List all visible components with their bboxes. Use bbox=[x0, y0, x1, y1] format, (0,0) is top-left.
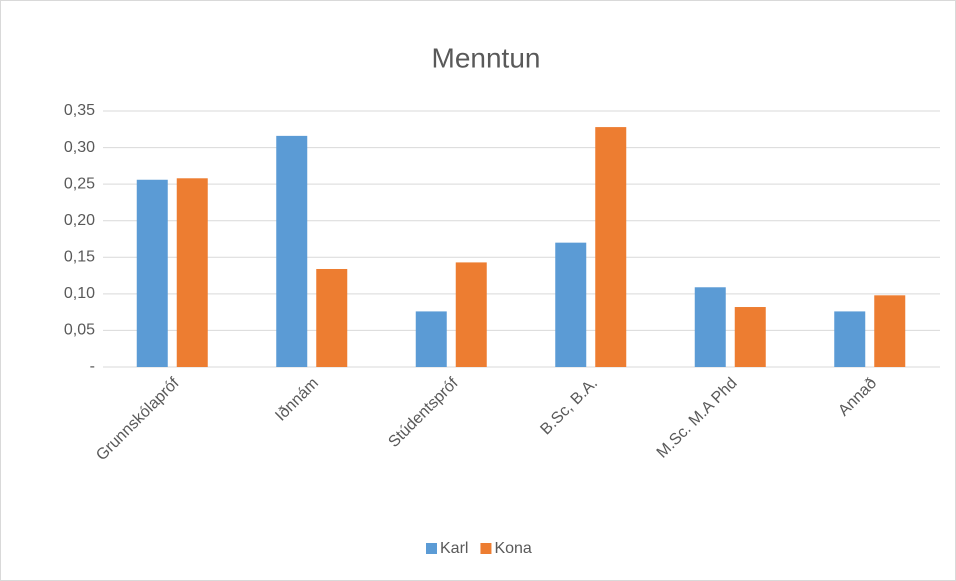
legend-swatch bbox=[480, 543, 492, 554]
y-tick-label: 0,10 bbox=[64, 285, 95, 302]
chart-title: Menntun bbox=[432, 42, 541, 73]
y-tick-label: 0,15 bbox=[64, 249, 95, 266]
y-tick-label: - bbox=[90, 358, 95, 375]
bar bbox=[874, 295, 906, 367]
y-tick-label: 0,30 bbox=[64, 139, 95, 156]
bar bbox=[694, 287, 726, 367]
legend-label: Kona bbox=[494, 540, 531, 557]
bar bbox=[734, 307, 766, 367]
legend-swatch bbox=[426, 543, 437, 554]
bar bbox=[555, 242, 587, 367]
bar bbox=[136, 179, 168, 367]
bar bbox=[316, 268, 348, 367]
bar bbox=[276, 135, 308, 367]
y-tick-label: 0,20 bbox=[64, 212, 95, 229]
y-tick-label: 0,25 bbox=[64, 175, 95, 192]
bar bbox=[176, 178, 208, 367]
bar bbox=[415, 311, 447, 367]
bar bbox=[595, 127, 627, 367]
bar bbox=[455, 262, 487, 367]
y-tick-label: 0,05 bbox=[64, 322, 95, 339]
legend-label: Karl bbox=[440, 540, 468, 557]
bar bbox=[834, 311, 866, 367]
y-tick-label: 0,35 bbox=[64, 102, 95, 119]
